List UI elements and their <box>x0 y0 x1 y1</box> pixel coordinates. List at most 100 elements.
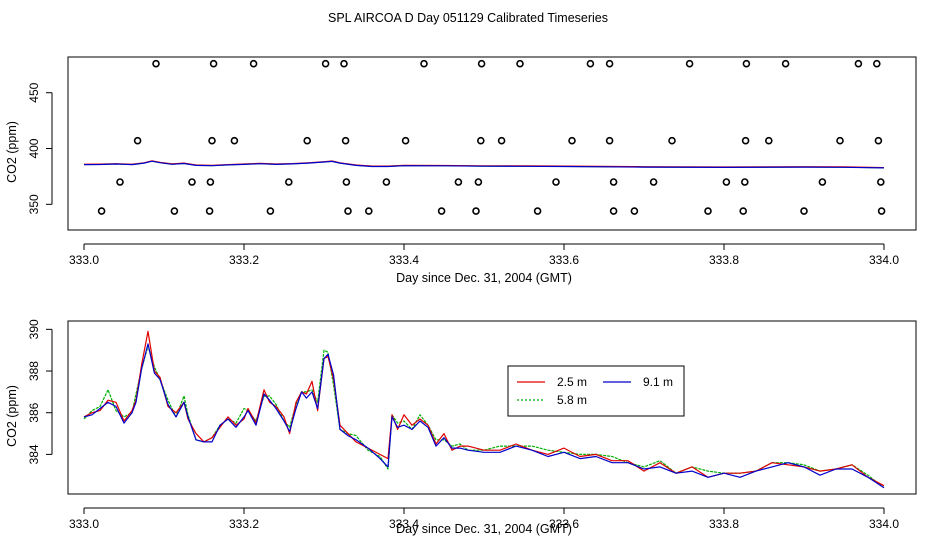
x-axis-label: Day since Dec. 31, 2004 (GMT) <box>396 271 572 285</box>
data-point <box>649 178 658 186</box>
data-point <box>764 136 773 145</box>
data-point <box>609 178 618 186</box>
data-point <box>605 136 614 145</box>
x-tick-label: 333.2 <box>229 253 259 267</box>
data-point <box>364 207 373 215</box>
data-point <box>170 207 179 215</box>
series-lines <box>83 160 885 169</box>
data-point <box>668 136 676 145</box>
x-axis: 333.0 333.2 333.4 333.6 333.8 334.0 <box>69 243 899 267</box>
series-line-s2_5 <box>83 330 885 487</box>
data-point <box>209 59 218 68</box>
x-tick-label: 333.6 <box>549 517 579 531</box>
data-point <box>722 178 731 186</box>
data-point <box>133 136 142 145</box>
data-point <box>206 178 215 186</box>
data-point <box>781 59 790 68</box>
data-point <box>342 178 351 186</box>
data-point <box>437 207 446 215</box>
data-point <box>874 136 883 145</box>
plot-frame <box>67 320 917 495</box>
data-point <box>516 59 524 68</box>
data-point <box>800 207 808 215</box>
x-axis: 333.0 333.2 333.4 333.6 333.8 334.0 <box>69 507 899 531</box>
legend-label-9-1m: 9.1 m <box>643 375 673 389</box>
x-tick-label: 333.8 <box>709 517 739 531</box>
data-point <box>266 207 275 215</box>
data-point <box>836 136 844 145</box>
data-point <box>704 207 712 215</box>
x-tick-label: 333.0 <box>69 253 99 267</box>
y-tick-label: 400 <box>27 138 41 158</box>
data-point <box>742 59 751 68</box>
data-point <box>877 207 886 215</box>
y-axis-label: CO2 (ppm) <box>5 385 19 447</box>
data-point <box>249 59 258 68</box>
x-tick-label: 333.2 <box>229 517 259 531</box>
series-line-s9_1 <box>83 343 885 489</box>
x-tick-label: 333.8 <box>709 253 739 267</box>
y-tick-label: 390 <box>27 319 41 339</box>
data-point <box>818 178 827 186</box>
data-point <box>586 59 595 68</box>
data-point <box>344 207 352 215</box>
data-point <box>685 59 694 68</box>
y-tick-label: 386 <box>27 402 41 422</box>
x-tick-label: 333.4 <box>389 253 419 267</box>
data-point <box>97 207 106 215</box>
data-point <box>303 136 312 145</box>
y-tick-label: 450 <box>27 82 41 102</box>
data-point <box>876 178 885 186</box>
series-lines <box>83 330 885 489</box>
data-point <box>552 178 560 186</box>
legend-label-5-8m: 5.8 m <box>557 393 587 407</box>
legend-box <box>507 365 685 417</box>
data-point <box>420 59 428 68</box>
data-point <box>152 59 160 68</box>
data-point <box>230 136 239 145</box>
y-tick-label: 350 <box>27 194 41 214</box>
data-point <box>854 59 863 68</box>
data-point <box>609 207 618 215</box>
x-axis-label: Day since Dec. 31, 2004 (GMT) <box>396 522 572 536</box>
y-axis: 350 400 450 <box>27 82 53 214</box>
data-point <box>497 136 506 145</box>
data-point <box>605 59 614 68</box>
data-point <box>568 136 576 145</box>
y-tick-label: 384 <box>27 444 41 464</box>
data-point <box>341 136 350 145</box>
data-point <box>116 178 124 186</box>
data-point <box>872 59 881 68</box>
y-tick-label: 388 <box>27 361 41 381</box>
x-tick-label: 334.0 <box>869 517 899 531</box>
data-points <box>97 59 886 215</box>
data-point <box>205 207 214 215</box>
x-tick-label: 333.0 <box>69 517 99 531</box>
panel-bottom: 333.0 333.2 333.4 333.6 333.8 334.0 384 386 388… <box>5 319 917 536</box>
figure-title: SPL AIRCOA D Day 051129 Calibrated Times… <box>328 11 608 25</box>
x-tick-label: 334.0 <box>869 253 899 267</box>
legend-label-2-5m: 2.5 m <box>557 375 587 389</box>
data-point <box>401 136 410 145</box>
x-tick-label: 333.4 <box>389 517 419 531</box>
x-tick-label: 333.6 <box>549 253 579 267</box>
data-point <box>533 207 542 215</box>
legend: 2.5 m 5.8 m 9.1 m <box>507 365 685 417</box>
data-point <box>474 178 483 186</box>
data-point <box>740 178 749 186</box>
data-point <box>340 59 348 68</box>
y-axis-label: CO2 (ppm) <box>5 121 19 183</box>
data-point <box>321 59 330 68</box>
data-point <box>741 136 750 145</box>
panel-top: 333.0 333.2 333.4 333.6 333.8 334.0 350 400 450… <box>5 56 917 285</box>
data-point <box>188 178 196 186</box>
data-point <box>208 136 216 145</box>
plot-frame <box>67 56 917 231</box>
data-point <box>454 178 463 186</box>
y-axis: 384 386 388 390 <box>27 319 53 464</box>
data-point <box>739 207 748 215</box>
series-line-9-1m <box>83 160 885 169</box>
data-point <box>476 136 485 145</box>
data-point <box>630 207 639 215</box>
